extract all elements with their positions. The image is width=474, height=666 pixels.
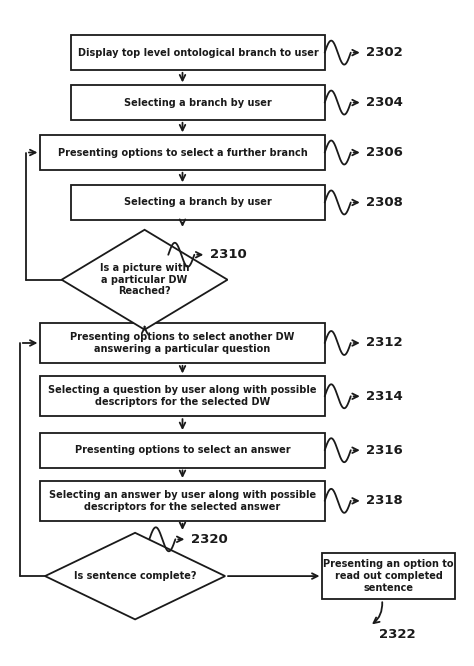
- Text: Presenting options to select another DW
answering a particular question: Presenting options to select another DW …: [70, 332, 295, 354]
- Text: 2302: 2302: [366, 46, 403, 59]
- Polygon shape: [45, 533, 225, 619]
- Text: Is sentence complete?: Is sentence complete?: [74, 571, 196, 581]
- Text: 2308: 2308: [366, 196, 403, 209]
- Text: 2316: 2316: [366, 444, 403, 457]
- Text: 2306: 2306: [366, 146, 403, 159]
- Text: Selecting a branch by user: Selecting a branch by user: [124, 97, 272, 108]
- FancyBboxPatch shape: [40, 376, 325, 416]
- Text: Display top level ontological branch to user: Display top level ontological branch to …: [78, 47, 318, 58]
- Text: 2304: 2304: [366, 96, 403, 109]
- Text: Selecting an answer by user along with possible
descriptors for the selected ans: Selecting an answer by user along with p…: [49, 490, 316, 511]
- Text: 2310: 2310: [210, 248, 247, 261]
- Text: 2320: 2320: [191, 533, 228, 546]
- Text: Presenting options to select an answer: Presenting options to select an answer: [75, 445, 290, 456]
- FancyBboxPatch shape: [40, 481, 325, 521]
- Text: Selecting a question by user along with possible
descriptors for the selected DW: Selecting a question by user along with …: [48, 386, 317, 407]
- Text: 2322: 2322: [379, 627, 416, 641]
- Text: 2312: 2312: [366, 336, 403, 350]
- FancyBboxPatch shape: [71, 85, 325, 120]
- FancyBboxPatch shape: [71, 35, 325, 70]
- Text: Presenting an option to
read out completed
sentence: Presenting an option to read out complet…: [323, 559, 454, 593]
- Polygon shape: [62, 230, 228, 330]
- Text: Is a picture with
a particular DW
Reached?: Is a picture with a particular DW Reache…: [100, 263, 189, 296]
- FancyBboxPatch shape: [40, 323, 325, 363]
- Text: 2318: 2318: [366, 494, 403, 507]
- Text: Selecting a branch by user: Selecting a branch by user: [124, 197, 272, 208]
- FancyBboxPatch shape: [40, 433, 325, 468]
- FancyBboxPatch shape: [71, 185, 325, 220]
- FancyBboxPatch shape: [40, 135, 325, 170]
- FancyBboxPatch shape: [322, 553, 455, 599]
- Text: 2314: 2314: [366, 390, 403, 403]
- Text: Presenting options to select a further branch: Presenting options to select a further b…: [58, 147, 307, 158]
